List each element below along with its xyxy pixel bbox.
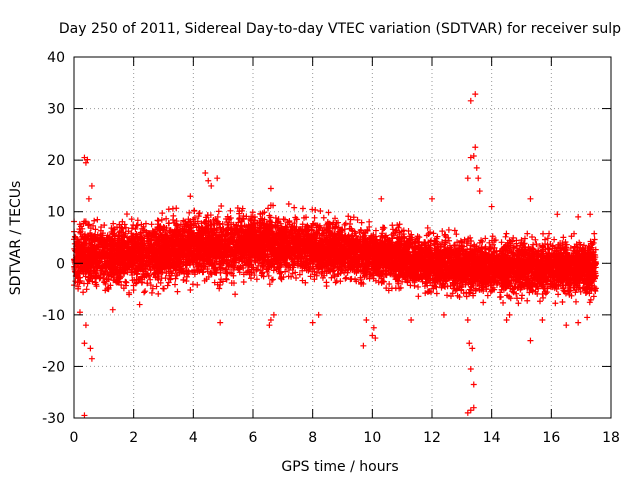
data-point xyxy=(342,275,349,282)
data-point xyxy=(480,299,487,306)
data-point xyxy=(170,212,177,219)
data-point xyxy=(534,290,541,297)
data-point xyxy=(248,275,255,282)
data-point xyxy=(299,205,306,212)
data-point xyxy=(350,214,357,221)
data-point xyxy=(386,280,393,287)
data-point xyxy=(253,276,260,283)
data-point xyxy=(423,232,430,239)
data-point xyxy=(560,234,567,241)
data-point xyxy=(317,207,324,214)
data-point xyxy=(291,220,298,227)
data-point xyxy=(551,236,558,243)
data-point xyxy=(261,209,268,216)
data-point xyxy=(510,234,517,241)
data-point xyxy=(164,282,171,289)
data-point xyxy=(424,224,431,231)
data-point xyxy=(223,276,230,283)
data-point xyxy=(591,230,598,237)
data-point xyxy=(293,275,300,282)
data-point xyxy=(267,214,274,221)
data-point xyxy=(461,236,468,243)
data-point xyxy=(272,214,279,221)
data-point xyxy=(94,216,101,223)
data-point xyxy=(186,209,193,216)
data-point xyxy=(169,205,176,212)
data-point xyxy=(515,300,522,307)
chart-title: Day 250 of 2011, Sidereal Day-to-day VTE… xyxy=(59,21,621,37)
data-point xyxy=(149,285,156,292)
data-point xyxy=(216,285,223,292)
data-point xyxy=(123,211,130,218)
data-point xyxy=(187,286,194,293)
data-point xyxy=(319,274,326,281)
data-point xyxy=(467,234,474,241)
data-point xyxy=(159,210,166,217)
data-point xyxy=(180,276,187,283)
data-point xyxy=(165,279,172,286)
data-point xyxy=(75,285,82,292)
data-point xyxy=(71,233,78,240)
data-point xyxy=(132,225,139,232)
data-point xyxy=(91,217,98,224)
data-point xyxy=(453,231,460,238)
data-point xyxy=(500,299,507,306)
data-points xyxy=(71,91,600,419)
data-point xyxy=(138,221,145,228)
data-point xyxy=(180,217,187,224)
data-point xyxy=(536,298,543,305)
data-point xyxy=(296,271,303,278)
data-point xyxy=(269,276,276,283)
data-point xyxy=(343,274,350,281)
data-point xyxy=(552,300,559,307)
data-point xyxy=(86,221,93,228)
data-point xyxy=(155,290,162,297)
data-point xyxy=(215,208,222,215)
data-point xyxy=(249,209,256,216)
data-point xyxy=(325,209,332,216)
data-point xyxy=(484,292,491,299)
data-point xyxy=(449,290,456,297)
data-point xyxy=(265,205,272,212)
data-point xyxy=(502,233,509,240)
data-point xyxy=(211,279,218,286)
data-point xyxy=(415,283,422,290)
data-point xyxy=(141,289,148,296)
data-point xyxy=(544,235,551,242)
data-point xyxy=(92,226,99,233)
data-point xyxy=(498,239,505,246)
data-point xyxy=(230,280,237,287)
data-point xyxy=(194,281,201,288)
data-point xyxy=(320,214,327,221)
data-point xyxy=(227,207,234,214)
data-point xyxy=(577,288,584,295)
data-point xyxy=(83,286,90,293)
data-point xyxy=(282,268,289,275)
data-point xyxy=(148,289,155,296)
